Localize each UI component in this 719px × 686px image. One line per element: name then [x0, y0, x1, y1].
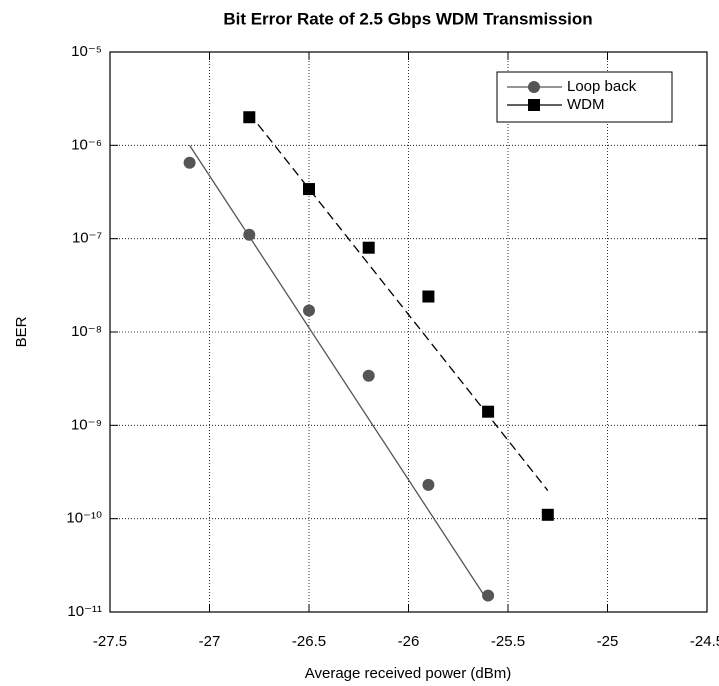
marker	[243, 111, 256, 124]
x-tick-label: -27.5	[93, 633, 127, 650]
legend-label: Loop back	[567, 78, 637, 95]
y-tick-label: 10⁻⁷	[72, 230, 102, 247]
x-tick-label: -27	[199, 633, 221, 650]
legend-box	[496, 71, 673, 123]
x-axis-label: Average received power (dBm)	[305, 665, 511, 682]
x-tick-label: -25.5	[491, 633, 525, 650]
legend-marker	[528, 99, 540, 111]
x-tick-label: -24.5	[690, 633, 719, 650]
marker	[482, 405, 495, 418]
x-tick-label: -25	[597, 633, 619, 650]
y-tick-label: 10⁻¹⁰	[66, 510, 102, 527]
y-tick-label: 10⁻⁸	[71, 323, 102, 340]
marker	[362, 241, 375, 254]
marker	[303, 304, 315, 317]
y-axis-label: BER	[13, 316, 30, 347]
y-tick-label: 10⁻⁶	[71, 136, 102, 153]
y-tick-label: 10⁻¹¹	[67, 603, 102, 620]
legend-marker	[528, 81, 540, 93]
y-tick-label: 10⁻⁹	[71, 416, 102, 433]
y-tick-label: 10⁻⁵	[71, 43, 102, 60]
x-tick-label: -26	[398, 633, 420, 650]
legend-label: WDM	[567, 96, 605, 113]
x-tick-label: -26.5	[292, 633, 326, 650]
fit-line	[189, 144, 489, 602]
marker	[482, 589, 495, 602]
fit-line	[248, 112, 549, 491]
marker	[243, 228, 256, 241]
marker	[183, 156, 196, 169]
plot-frame	[109, 51, 708, 613]
marker	[422, 290, 435, 303]
chart-title: Bit Error Rate of 2.5 Gbps WDM Transmiss…	[223, 9, 592, 28]
marker	[541, 508, 554, 521]
marker	[362, 369, 375, 382]
marker	[303, 183, 315, 196]
marker	[422, 478, 435, 491]
